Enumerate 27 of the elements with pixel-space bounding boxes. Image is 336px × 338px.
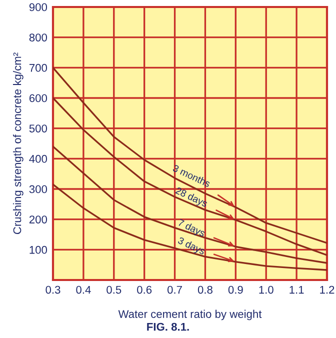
x-tick-label: 0.5 <box>106 286 122 294</box>
x-tick-label: 0.9 <box>228 286 243 294</box>
y-tick-label: 600 <box>29 94 48 102</box>
line-series <box>53 146 327 264</box>
y-tick-label: 900 <box>29 3 48 12</box>
x-tick-label: 0.8 <box>198 286 212 294</box>
y-tick-label: 800 <box>29 34 48 42</box>
y-tick-label: 700 <box>29 64 48 72</box>
text: 7 days <box>176 218 206 239</box>
x-tick-label: 1.1 <box>290 286 304 294</box>
y-tick-label: 100 <box>30 246 48 254</box>
x-tick-label: 0.3 <box>46 286 60 294</box>
x-tick-label: 1.2 <box>320 286 334 294</box>
y-tick-label: 400 <box>29 154 48 163</box>
x-tick-label: 1.0 <box>259 286 274 294</box>
y-tick-label: 200 <box>29 216 48 224</box>
text: 28 days <box>174 186 208 209</box>
caption: FIG. 8.1. <box>147 322 189 331</box>
y-tick-label: 500 <box>29 124 48 132</box>
x-tick-label: 0.7 <box>167 286 182 294</box>
line-series <box>53 97 327 256</box>
text: 3 days <box>176 236 206 257</box>
y-axis-title: Crushing strength of concrete kg/cm² <box>12 52 24 234</box>
x-tick-label: 0.6 <box>137 286 152 294</box>
y-tick-label: 300 <box>29 185 48 194</box>
x-axis-title: Water cement ratio by weight <box>118 310 262 320</box>
x-tick-label: 0.4 <box>76 286 91 294</box>
